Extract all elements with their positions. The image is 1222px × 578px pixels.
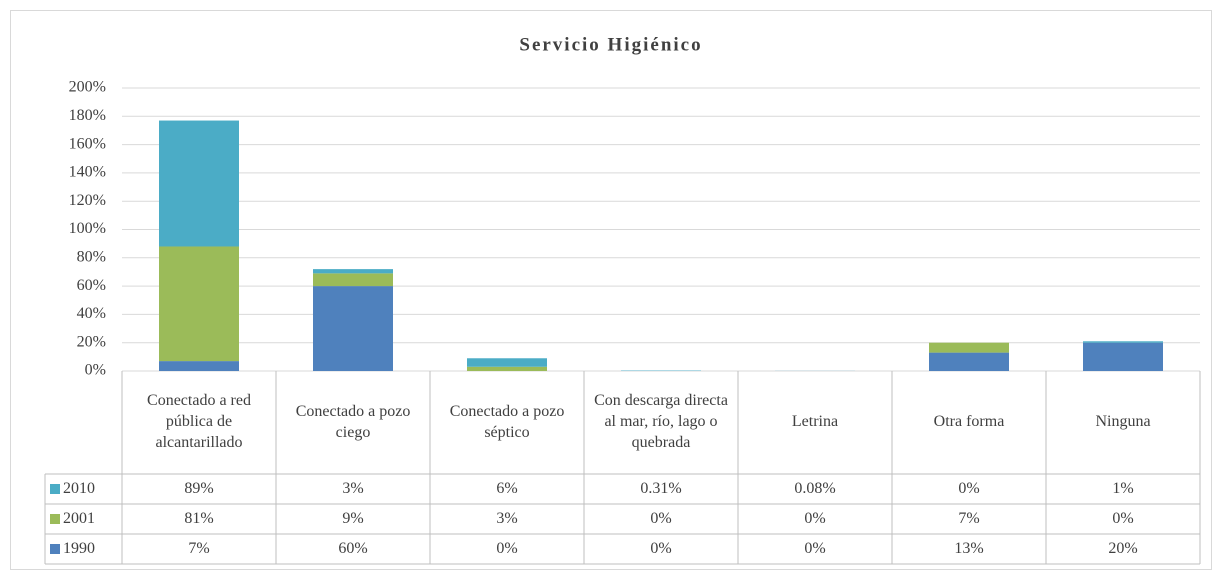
- category-label: Otra forma: [933, 413, 1005, 431]
- legend-label: 1990: [63, 539, 95, 557]
- bar-segment: [467, 366, 547, 371]
- category-label: Con descarga directa al mar, río, lago o…: [594, 392, 728, 451]
- table-value: 0%: [804, 539, 826, 557]
- table-value: 60%: [338, 539, 368, 557]
- category-label: Conectado a pozo séptico: [449, 402, 565, 441]
- bar-segment: [1083, 342, 1163, 371]
- table-value: 7%: [958, 509, 980, 527]
- legend-label: 2010: [63, 479, 95, 497]
- table-value: 89%: [184, 479, 214, 497]
- category-label: Conectado a red pública de alcantarillad…: [147, 392, 251, 451]
- table-value: 7%: [188, 539, 210, 557]
- table-value: 81%: [184, 509, 214, 527]
- bar-segment: [1083, 341, 1163, 343]
- table-value: 0%: [1112, 509, 1134, 527]
- bar-segment: [313, 269, 393, 274]
- legend-swatch: [50, 544, 60, 554]
- legend-swatch: [50, 484, 60, 494]
- chart-title: Servicio Higiénico: [519, 34, 702, 55]
- y-tick-label: 60%: [77, 277, 106, 294]
- table-value: 20%: [1108, 539, 1138, 557]
- table-value: 0%: [804, 509, 826, 527]
- bar-segment: [159, 361, 239, 371]
- table-value: 0%: [650, 509, 672, 527]
- bar-segment: [467, 358, 547, 367]
- bar-segment: [929, 352, 1009, 371]
- table-value: 6%: [496, 479, 518, 497]
- table-value: 13%: [954, 539, 984, 557]
- y-tick-label: 20%: [77, 333, 106, 350]
- y-tick-label: 200%: [69, 79, 106, 96]
- bar-segment: [313, 286, 393, 371]
- y-tick-label: 120%: [69, 192, 106, 209]
- table-value: 0%: [650, 539, 672, 557]
- y-tick-label: 40%: [77, 305, 106, 322]
- table-value: 9%: [342, 509, 364, 527]
- legend-swatch: [50, 514, 60, 524]
- y-tick-label: 160%: [69, 135, 106, 152]
- bar-segment: [929, 342, 1009, 353]
- table-value: 0%: [496, 539, 518, 557]
- bar-segment: [313, 273, 393, 287]
- bar-segment: [159, 120, 239, 247]
- y-tick-label: 180%: [69, 107, 106, 124]
- y-tick-label: 100%: [69, 220, 106, 237]
- y-tick-label: 0%: [85, 362, 106, 379]
- bar-segment: [159, 246, 239, 362]
- category-label: Conectado a pozo ciego: [295, 402, 411, 441]
- category-label: Ninguna: [1095, 413, 1151, 431]
- legend-label: 2001: [63, 509, 95, 527]
- table-value: 1%: [1112, 479, 1134, 497]
- category-label: Letrina: [791, 413, 839, 431]
- table-value: 3%: [496, 509, 518, 527]
- table-value: 0.08%: [794, 479, 836, 497]
- y-tick-label: 80%: [77, 248, 106, 265]
- table-value: 0%: [958, 479, 980, 497]
- table-value: 3%: [342, 479, 364, 497]
- table-value: 0.31%: [640, 479, 682, 497]
- y-tick-label: 140%: [69, 164, 106, 181]
